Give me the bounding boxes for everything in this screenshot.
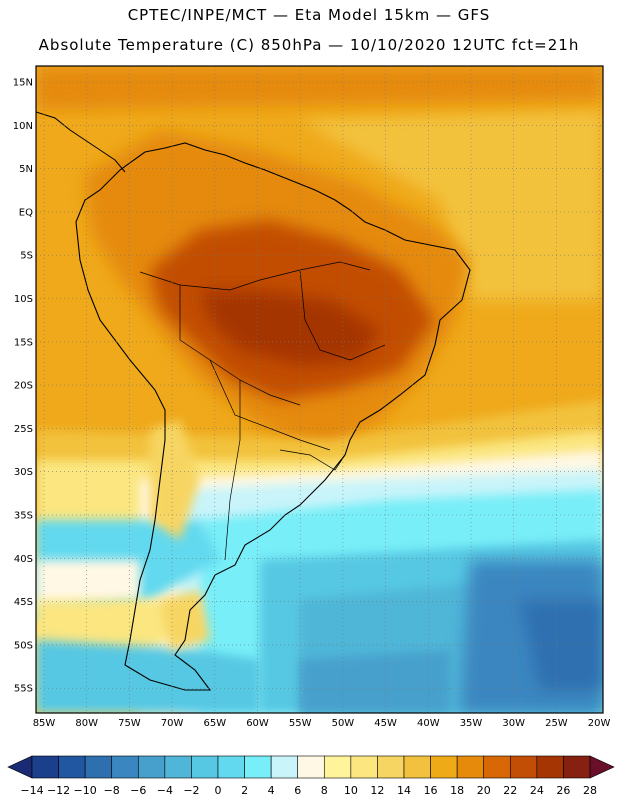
map-title-line2: Absolute Temperature (C) 850hPa — 10/10/… (38, 36, 580, 54)
latitude-label: 10N (13, 121, 33, 132)
latitude-label: 35S (14, 511, 33, 522)
colorbar-swatch (323, 755, 352, 779)
colorbar-swatch (536, 755, 564, 779)
colorbar-swatch (137, 755, 166, 779)
colorbar-label: 0 (215, 784, 222, 797)
latitude-label: 5N (19, 164, 33, 175)
longitude-label: 20W (588, 718, 611, 729)
colorbar-swatch (563, 755, 591, 779)
colorbar-label: −6 (130, 784, 146, 797)
colorbar-swatch (270, 755, 299, 779)
coastline (75, 142, 471, 691)
latitude-label: 15N (13, 78, 33, 89)
colorbar-label: −14 (20, 784, 43, 797)
colorbar-swatch (31, 755, 59, 779)
colorbar-label: 18 (450, 784, 464, 797)
longitude-label: 60W (246, 718, 269, 729)
colorbar-label: 14 (397, 784, 411, 797)
colorbar-label: 28 (583, 784, 597, 797)
colorbar: −14 −12 −10 −8 −6 −4 −2 0 2 4 6 8 10 12 14 16 18 20 22 24 26… (7, 755, 615, 797)
colorbar-label: −12 (47, 784, 70, 797)
longitude-label: 65W (203, 718, 226, 729)
map-frame (35, 65, 604, 714)
colorbar-label: −4 (157, 784, 173, 797)
colorbar-swatch (58, 755, 86, 779)
colorbar-swatch (297, 755, 325, 779)
colorbar-label: 8 (321, 784, 328, 797)
colorbar-swatch (350, 755, 378, 779)
longitude-label: 50W (332, 718, 355, 729)
latitude-label: 20S (14, 381, 33, 392)
longitude-label: 70W (161, 718, 184, 729)
colorbar-label: −10 (74, 784, 97, 797)
colorbar-swatch (483, 755, 511, 779)
colorbar-label: −8 (104, 784, 120, 797)
latitude-label: 5S (20, 251, 33, 262)
longitude-label: 40W (417, 718, 440, 729)
central-america-coast (36, 111, 126, 173)
latitude-labels: 15N 10N 5N EQ 5S 10S 15S 20S 25S 30S 35S 40S 45S 50S 5… (13, 78, 33, 695)
colorbar-swatch (244, 755, 272, 779)
colorbar-swatch (191, 755, 219, 779)
lat-lon-grid (36, 66, 603, 713)
colorbar-swatch (456, 755, 485, 779)
longitude-label: 35W (460, 718, 483, 729)
temperature-field (36, 66, 603, 713)
latitude-label: 40S (14, 554, 33, 565)
longitude-label: 25W (545, 718, 568, 729)
latitude-label: 25S (14, 424, 33, 435)
colorbar-label: −2 (183, 784, 199, 797)
longitude-label: 85W (33, 718, 56, 729)
latitude-label: 55S (14, 684, 33, 695)
colorbar-swatch (164, 755, 192, 779)
country-borders (139, 261, 386, 561)
colorbar-label: 10 (344, 784, 358, 797)
latitude-label: 15S (14, 337, 33, 348)
longitude-label: 45W (374, 718, 397, 729)
longitude-label: 80W (75, 718, 98, 729)
latitude-label: EQ (19, 207, 33, 218)
colorbar-min-arrow (7, 755, 33, 779)
longitude-label: 55W (289, 718, 312, 729)
colorbar-swatch (509, 755, 538, 779)
latitude-label: 30S (14, 467, 33, 478)
colorbar-swatch (430, 755, 458, 779)
latitude-label: 45S (14, 597, 33, 608)
colorbar-label: 20 (477, 784, 491, 797)
colorbar-label: 22 (503, 784, 517, 797)
colorbar-label: 24 (530, 784, 544, 797)
colorbar-label: 2 (241, 784, 248, 797)
colorbar-swatch (377, 755, 405, 779)
colorbar-label: 12 (370, 784, 384, 797)
colorbar-label: 6 (294, 784, 301, 797)
colorbar-label: 26 (556, 784, 570, 797)
colorbar-swatch (111, 755, 139, 779)
colorbar-label: 4 (268, 784, 275, 797)
longitude-label: 75W (118, 718, 141, 729)
map-title-line1: CPTEC/INPE/MCT — Eta Model 15km — GFS (127, 6, 491, 24)
latitude-label: 50S (14, 640, 33, 651)
colorbar-max-arrow (589, 755, 615, 779)
longitude-labels: 85W 80W 75W 70W 65W 60W 55W 50W 45W 40W 35W 30W 25W 2… (33, 718, 611, 729)
colorbar-swatch (84, 755, 113, 779)
colorbar-swatch (217, 755, 245, 779)
longitude-label: 30W (502, 718, 525, 729)
colorbar-label: 16 (424, 784, 438, 797)
latitude-label: 10S (14, 294, 33, 305)
colorbar-swatch (403, 755, 431, 779)
